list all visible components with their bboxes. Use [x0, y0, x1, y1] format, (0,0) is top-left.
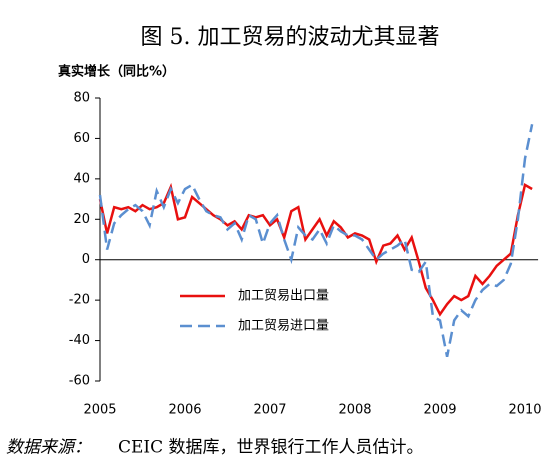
x-tick-label: 2007 — [253, 403, 286, 418]
y-tick-label: -60 — [69, 374, 90, 389]
series-line — [98, 124, 534, 357]
y-tick-label: 60 — [73, 131, 90, 146]
x-tick-label: 2005 — [83, 403, 116, 418]
y-tick-label: -20 — [69, 293, 90, 308]
y-tick-label: 40 — [73, 171, 90, 186]
legend-label: 加工贸易出口量 — [238, 289, 329, 304]
x-tick-label: 2008 — [338, 403, 371, 418]
y-tick-label: -40 — [69, 333, 90, 348]
series-line — [98, 182, 533, 317]
x-tick-label: 2010 — [508, 403, 541, 418]
y-tick-label: 0 — [82, 252, 90, 267]
y-tick-label: 80 — [73, 91, 90, 106]
y-axis-label: 真实增长（同比%） — [58, 64, 175, 80]
source-text: CEIC 数据库，世界银行工作人员估计。 — [118, 438, 424, 458]
y-tick-label: 20 — [73, 212, 90, 227]
x-tick-label: 2006 — [168, 403, 201, 418]
legend-label: 加工贸易进口量 — [238, 319, 329, 334]
chart-title: 图 5. 加工贸易的波动尤其显著 — [141, 25, 440, 50]
source-label: 数据来源： — [6, 438, 91, 458]
x-tick-label: 2009 — [423, 403, 456, 418]
